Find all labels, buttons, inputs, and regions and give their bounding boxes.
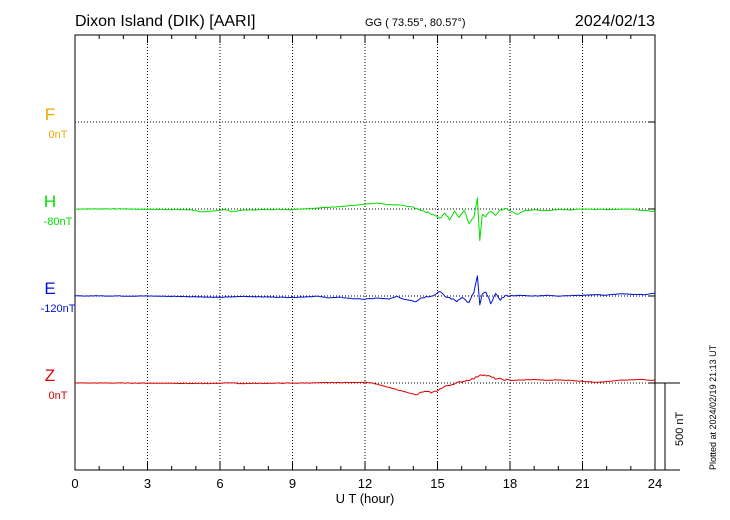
scale-bar-label: 500 nT <box>674 411 686 446</box>
x-tick-label: 24 <box>648 476 662 491</box>
series-baseline-f: 0nT <box>49 129 68 141</box>
series-name-e: E <box>44 279 55 298</box>
grid-lines <box>147 35 583 470</box>
chart-date: 2024/02/13 <box>575 13 655 30</box>
x-tick-label: 6 <box>216 476 223 491</box>
series-name-f: F <box>45 105 55 124</box>
station-coordinates: GG ( 73.55°, 80.57°) <box>365 17 466 29</box>
series-lines <box>74 197 656 396</box>
x-tick-label: 12 <box>358 476 372 491</box>
series-line-z <box>75 374 656 396</box>
x-axis-label: U T (hour) <box>336 491 395 506</box>
x-tick-label: 9 <box>289 476 296 491</box>
x-tick-label: 21 <box>575 476 589 491</box>
series-line-e <box>74 275 655 306</box>
plotted-at-note: Plotted at 2024/02/19 21:13 UT <box>708 344 718 470</box>
scale-bar: 500 nT <box>650 382 686 471</box>
series-baseline-e: -120nT <box>41 303 76 315</box>
x-axis-ticks: 0 3 6 9 12 15 18 21 24 <box>71 35 662 491</box>
x-tick-label: 18 <box>503 476 517 491</box>
x-tick-label: 15 <box>430 476 444 491</box>
series-baseline-z: 0nT <box>49 390 68 402</box>
x-tick-label: 3 <box>144 476 151 491</box>
series-line-h <box>75 197 656 241</box>
series-name-h: H <box>44 192 56 211</box>
x-tick-label: 0 <box>71 476 78 491</box>
series-baseline-h: -80nT <box>44 216 73 228</box>
series-labels: F 0nT H -80nT E -120nT Z 0nT <box>41 105 76 402</box>
series-name-z: Z <box>45 366 55 385</box>
chart-title: Dixon Island (DIK) [AARI] <box>75 13 256 30</box>
